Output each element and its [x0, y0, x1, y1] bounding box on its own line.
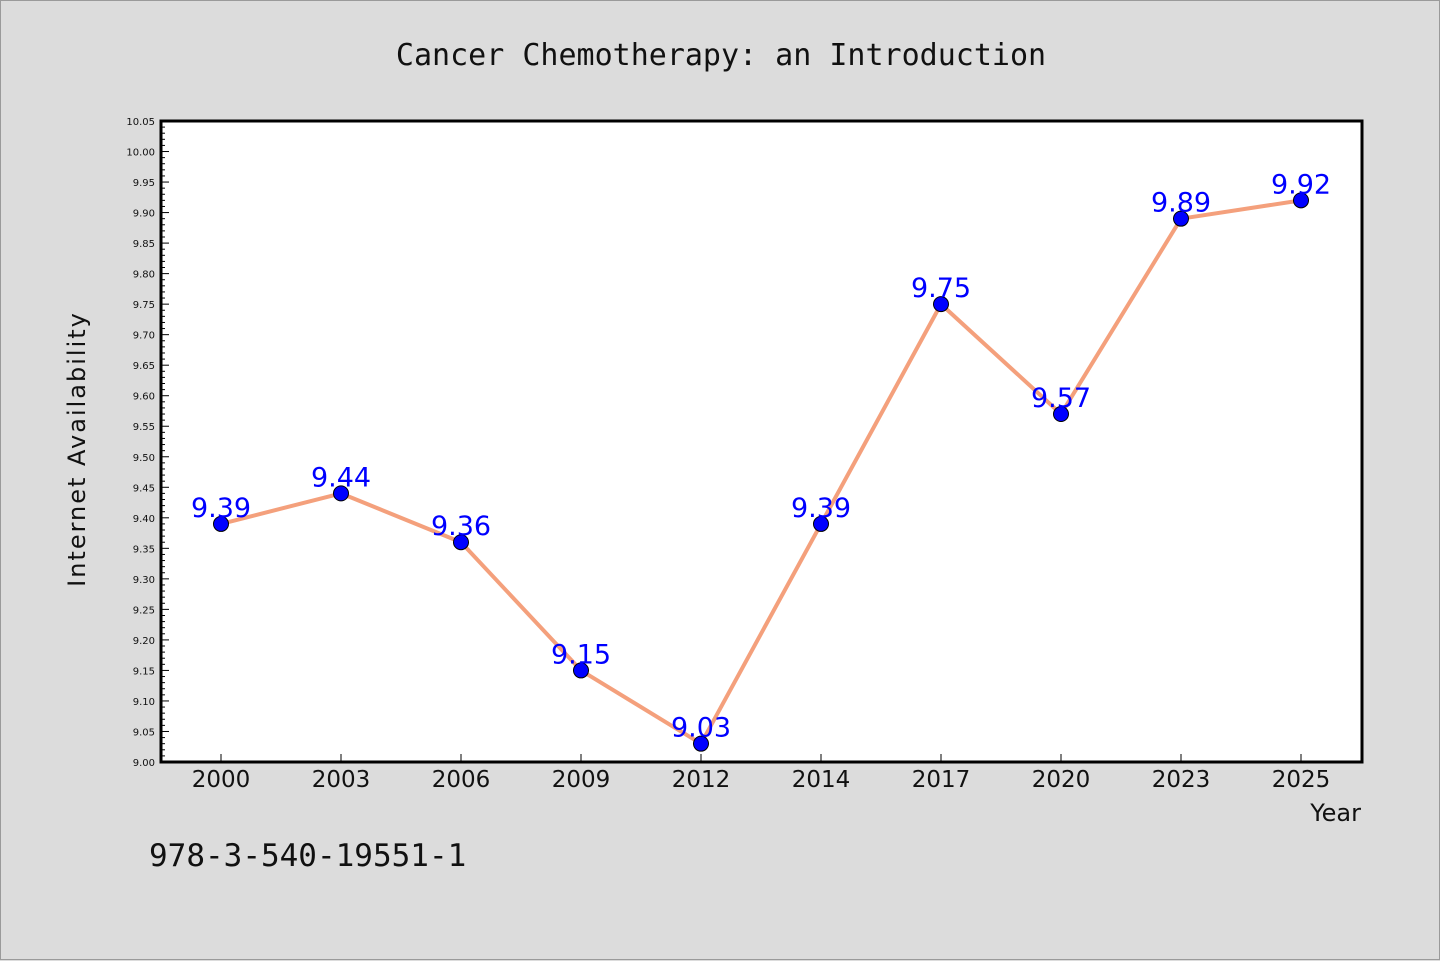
- y-tick-label: 9.45: [133, 483, 155, 494]
- x-tick-label: 2025: [1272, 767, 1331, 793]
- y-tick-label: 9.90: [133, 209, 155, 220]
- data-point: [1173, 210, 1189, 227]
- data-point: [1293, 192, 1309, 209]
- series-line: [220, 198, 1302, 746]
- data-point: [453, 534, 469, 551]
- data-point: [1053, 406, 1069, 423]
- y-tick-label: 9.75: [133, 300, 155, 311]
- series-polyline: [220, 198, 1302, 746]
- y-tick-label: 9.35: [133, 544, 155, 555]
- x-tick-label: 2009: [552, 767, 611, 793]
- y-tick-label: 9.30: [133, 575, 155, 586]
- y-tick-label: 9.40: [133, 514, 155, 525]
- x-tick-label: 2023: [1152, 767, 1211, 793]
- data-label: 9.57: [1031, 383, 1091, 414]
- isbn-text: 978-3-540-19551-1: [149, 838, 466, 874]
- data-label: 9.44: [311, 462, 371, 493]
- y-tick-label: 10.00: [126, 148, 155, 159]
- y-tick-label: 9.05: [133, 727, 155, 738]
- data-point: [933, 296, 949, 313]
- data-point: [573, 662, 589, 679]
- x-axis-label: Year: [1309, 799, 1361, 827]
- y-axis: 9.00 9.05 9.10 9.15 9.20 9.25 9.30 9.35 9.40 9.45…: [126, 117, 169, 769]
- plot-border: [159, 119, 1364, 764]
- chart-title: Cancer Chemotherapy: an Introduction: [396, 38, 1046, 73]
- data-label: 9.36: [431, 511, 491, 542]
- data-label: 9.92: [1271, 169, 1331, 200]
- y-tick-label: 9.00: [133, 758, 155, 769]
- y-tick-label: 9.50: [133, 453, 155, 464]
- y-tick-label: 9.25: [133, 605, 155, 616]
- data-labels: 9.39 9.44 9.36 9.15 9.03 9.39 9.75 9.57 9.89 9.92: [191, 169, 1331, 743]
- data-label: 9.39: [791, 493, 851, 524]
- x-tick-label: 2012: [672, 767, 731, 793]
- data-label: 9.03: [671, 713, 731, 744]
- y-tick-label: 9.70: [133, 331, 155, 342]
- x-tick-label: 2000: [192, 767, 251, 793]
- x-tick-label: 2003: [312, 767, 371, 793]
- y-tick-label: 9.85: [133, 239, 155, 250]
- data-point: [813, 515, 829, 532]
- x-tick-label: 2006: [432, 767, 491, 793]
- y-tick-label: 9.10: [133, 697, 155, 708]
- data-point: [693, 735, 709, 752]
- data-label: 9.15: [551, 639, 611, 670]
- data-label: 9.89: [1151, 188, 1211, 219]
- series-markers: [213, 192, 1309, 752]
- y-tick-label: 9.65: [133, 361, 155, 372]
- data-label: 9.75: [911, 273, 971, 304]
- data-label: 9.39: [191, 493, 251, 524]
- y-tick-label: 9.15: [133, 666, 155, 677]
- y-axis-label: Internet Availability: [63, 311, 91, 587]
- y-tick-label: 9.20: [133, 636, 155, 647]
- y-tick-label: 9.60: [133, 392, 155, 403]
- x-tick-label: 2017: [912, 767, 971, 793]
- x-tick-label: 2020: [1032, 767, 1091, 793]
- plot-area: [161, 121, 1362, 762]
- data-point: [333, 485, 349, 502]
- y-tick-label: 9.80: [133, 270, 155, 281]
- y-tick-label: 9.55: [133, 422, 155, 433]
- x-tick-label: 2014: [792, 767, 851, 793]
- y-tick-label: 10.05: [126, 117, 155, 128]
- x-axis: 2000 2003 2006 2009 2012 2014 2017 2020 2023 2025: [192, 754, 1331, 793]
- y-tick-label: 9.95: [133, 178, 155, 189]
- data-point: [213, 515, 229, 532]
